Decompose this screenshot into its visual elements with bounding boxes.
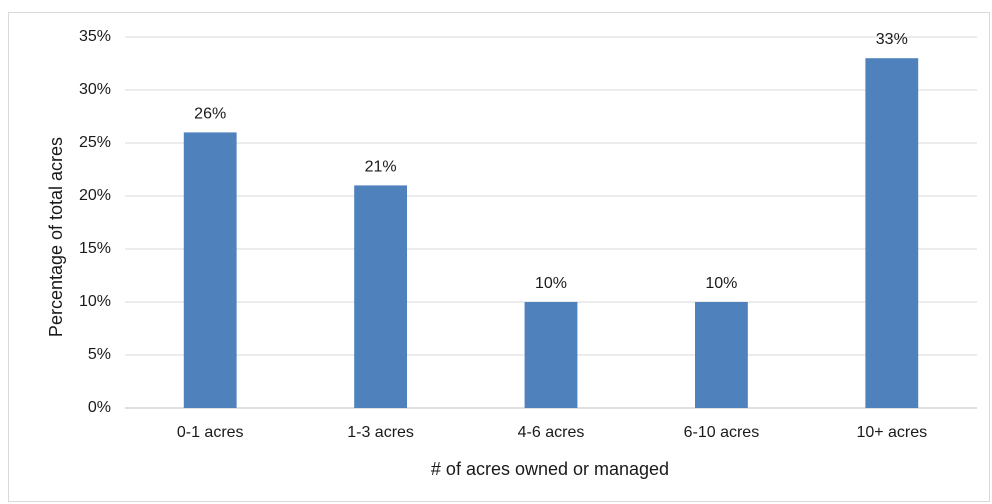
y-tick-label: 15% bbox=[79, 240, 111, 257]
bar bbox=[865, 58, 919, 408]
x-tick-label: 6-10 acres bbox=[684, 424, 760, 441]
x-axis-ticks: 0-1 acres 1-3 acres 4-6 acres 6-10 acres 10+… bbox=[177, 424, 927, 441]
y-tick-label: 35% bbox=[79, 28, 111, 45]
bar bbox=[694, 302, 748, 408]
y-tick-label: 0% bbox=[88, 399, 111, 416]
bars bbox=[183, 58, 919, 408]
chart-frame bbox=[8, 12, 990, 502]
data-label: 10% bbox=[535, 275, 567, 292]
bar bbox=[183, 132, 237, 408]
y-tick-label: 20% bbox=[79, 187, 111, 204]
data-label: 21% bbox=[365, 158, 397, 175]
data-label: 33% bbox=[876, 31, 908, 48]
gridlines bbox=[125, 36, 977, 409]
data-label: 26% bbox=[194, 105, 226, 122]
y-tick-label: 5% bbox=[88, 346, 111, 363]
x-axis-title: # of acres owned or managed bbox=[431, 459, 669, 479]
y-axis-ticks: 0% 5% 10% 15% 20% 25% 30% 35% bbox=[79, 28, 111, 416]
data-label: 10% bbox=[705, 275, 737, 292]
bar bbox=[524, 302, 578, 408]
y-tick-label: 30% bbox=[79, 81, 111, 98]
y-tick-label: 10% bbox=[79, 293, 111, 310]
x-tick-label: 10+ acres bbox=[856, 424, 927, 441]
bar bbox=[354, 185, 408, 408]
x-tick-label: 0-1 acres bbox=[177, 424, 244, 441]
x-tick-label: 1-3 acres bbox=[347, 424, 414, 441]
y-axis-title: Percentage of total acres bbox=[46, 137, 66, 337]
x-tick-label: 4-6 acres bbox=[518, 424, 585, 441]
data-labels: 26% 21% 10% 10% 33% bbox=[194, 31, 908, 292]
y-tick-label: 25% bbox=[79, 134, 111, 151]
